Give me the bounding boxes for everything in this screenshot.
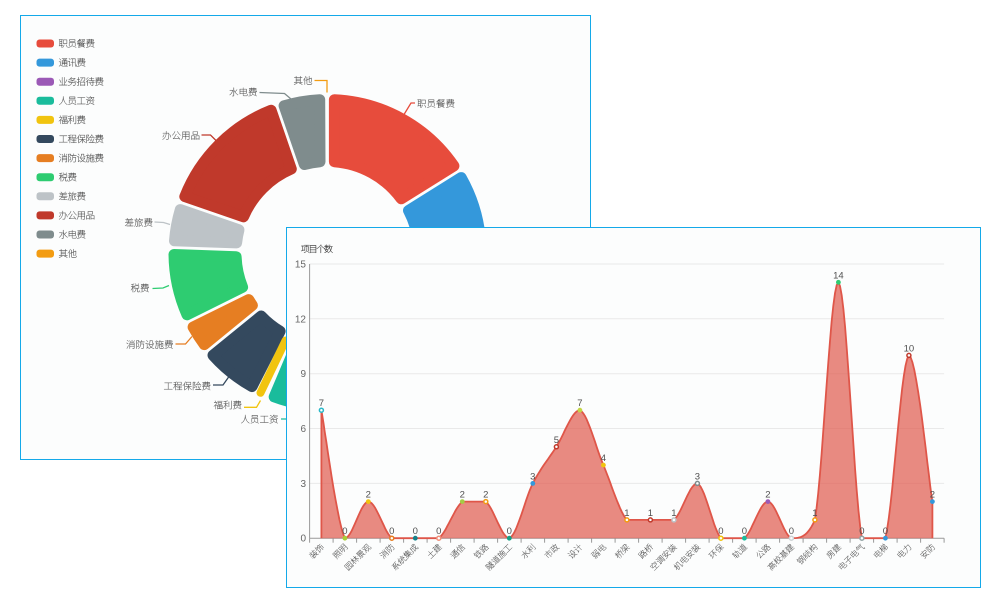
svg-text:2: 2 xyxy=(365,489,370,500)
svg-text:3: 3 xyxy=(300,478,306,489)
svg-text:2: 2 xyxy=(929,489,934,500)
svg-text:14: 14 xyxy=(833,270,844,281)
svg-text:0: 0 xyxy=(718,526,723,537)
svg-text:7: 7 xyxy=(577,398,582,409)
svg-text:9: 9 xyxy=(300,369,306,380)
svg-text:3: 3 xyxy=(530,471,535,482)
svg-text:2: 2 xyxy=(459,489,464,500)
svg-text:0: 0 xyxy=(436,526,441,537)
svg-text:4: 4 xyxy=(600,453,605,464)
svg-text:15: 15 xyxy=(294,259,306,270)
svg-text:0: 0 xyxy=(882,526,887,537)
svg-text:0: 0 xyxy=(506,526,511,537)
svg-text:5: 5 xyxy=(553,434,558,445)
svg-text:1: 1 xyxy=(647,507,652,518)
svg-text:0: 0 xyxy=(788,526,793,537)
svg-text:2: 2 xyxy=(765,489,770,500)
svg-text:0: 0 xyxy=(741,526,746,537)
svg-text:1: 1 xyxy=(624,507,629,518)
svg-text:2: 2 xyxy=(483,489,488,500)
svg-text:6: 6 xyxy=(300,424,306,435)
svg-text:0: 0 xyxy=(342,526,347,537)
svg-text:7: 7 xyxy=(318,398,323,409)
svg-text:0: 0 xyxy=(300,533,306,544)
svg-text:12: 12 xyxy=(294,314,306,325)
svg-text:0: 0 xyxy=(859,526,864,537)
svg-text:3: 3 xyxy=(694,471,699,482)
svg-text:1: 1 xyxy=(671,507,676,518)
svg-text:1: 1 xyxy=(812,507,817,518)
svg-text:0: 0 xyxy=(389,526,394,537)
svg-text:0: 0 xyxy=(412,526,417,537)
svg-text:10: 10 xyxy=(903,343,914,354)
